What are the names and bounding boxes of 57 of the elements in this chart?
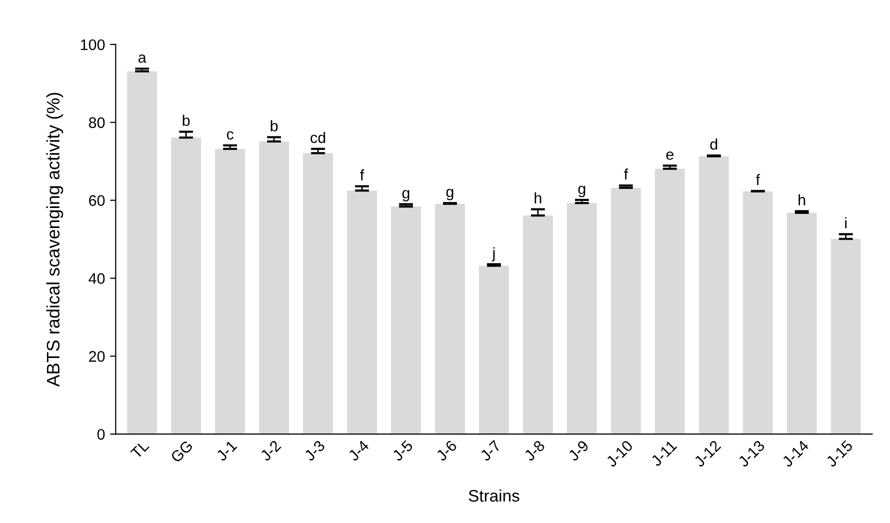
bar (742, 191, 773, 434)
y-axis-title: ABTS radical scavenging activity (%) (46, 92, 64, 387)
bar (127, 71, 158, 434)
y-tick-label: 0 (97, 428, 105, 440)
x-tick-label: J-9 (567, 440, 590, 462)
x-tick-label: J-12 (693, 440, 722, 468)
annotation: f (756, 174, 760, 186)
annotation: d (710, 138, 718, 150)
annotation: h (534, 192, 542, 204)
x-tick-label: J-1 (216, 440, 238, 462)
bar (215, 148, 246, 434)
bar (347, 190, 377, 434)
annotation: b (270, 120, 278, 132)
annotation: g (578, 186, 586, 198)
bar (698, 156, 729, 434)
x-tick-label: J-7 (480, 440, 502, 462)
annotation: g (402, 190, 410, 202)
y-tick-label: 40 (88, 273, 105, 284)
x-tick-label: J-5 (392, 440, 414, 462)
bar (654, 168, 685, 434)
annotation: f (360, 169, 364, 180)
x-tick-label: J-2 (259, 440, 282, 462)
bar (391, 206, 421, 434)
bar (522, 216, 553, 434)
bar (830, 238, 861, 434)
x-tick-label: TL (130, 440, 150, 460)
y-tick-label: 60 (89, 195, 105, 206)
y-tick-label: 20 (89, 351, 105, 362)
x-tick-label: J-3 (303, 440, 326, 462)
x-tick-label: J-4 (348, 440, 370, 462)
annotation: e (666, 151, 674, 160)
x-tick-label: J-8 (523, 440, 546, 462)
bar (566, 203, 597, 434)
bar (435, 204, 465, 434)
bar (786, 212, 817, 434)
x-tick-label: J-11 (650, 440, 678, 467)
annotation: h (798, 194, 806, 206)
x-tick-label: J-13 (737, 440, 766, 468)
x-tick-label: J-10 (605, 440, 634, 468)
bar (478, 266, 509, 434)
annotation: b (182, 114, 190, 126)
y-tick-label: 100 (80, 39, 105, 50)
bar (303, 153, 333, 434)
x-tick-label: J-6 (435, 440, 458, 462)
annotation: cd (310, 132, 326, 144)
bar (171, 138, 202, 434)
x-tick-label: GG (170, 440, 194, 464)
annotation: g (446, 188, 454, 200)
bar (259, 141, 289, 434)
bar (610, 188, 641, 434)
annotation: j (492, 247, 495, 262)
annotation: a (138, 54, 146, 63)
annotation: f (624, 168, 628, 180)
annotation: c (226, 131, 234, 140)
x-axis-title: Strains (468, 489, 520, 502)
y-tick-label: 80 (88, 117, 105, 128)
annotation: i (845, 217, 846, 228)
